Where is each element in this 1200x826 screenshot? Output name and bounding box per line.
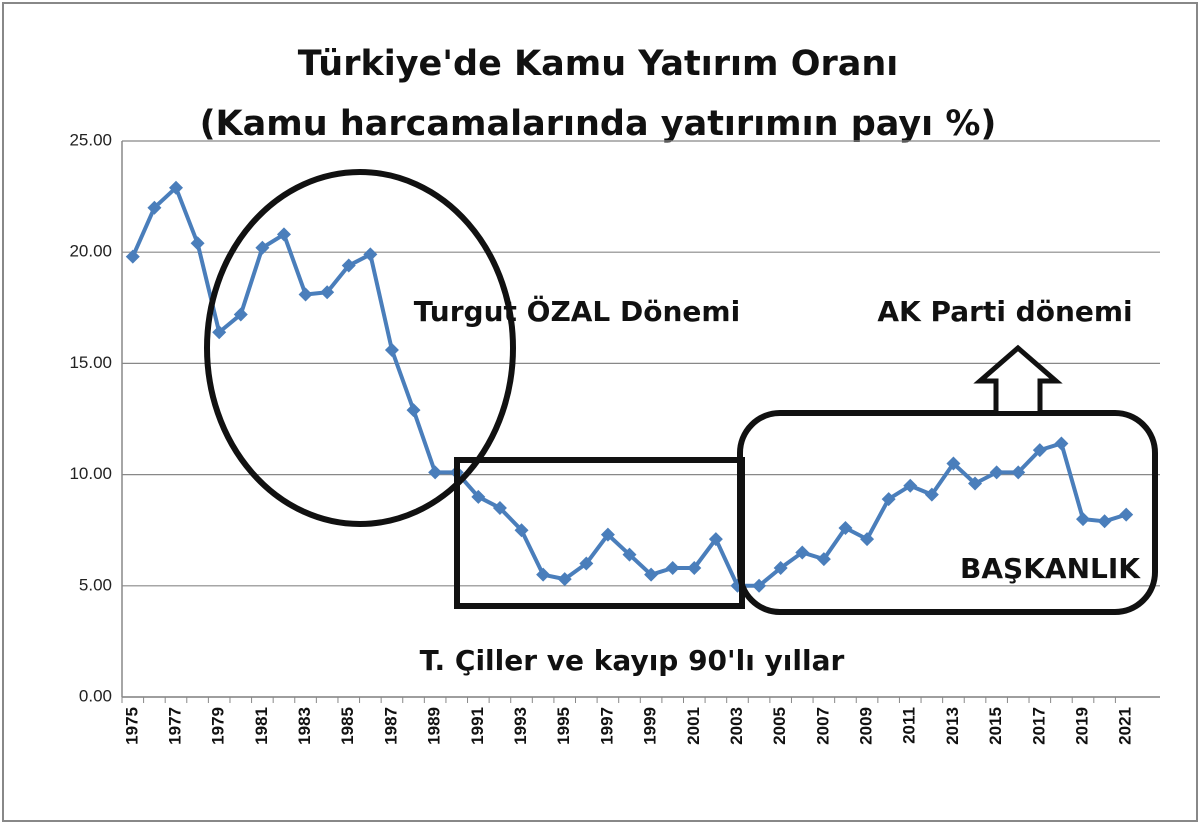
marker (557, 572, 572, 587)
x-tick-label: 2013 (943, 707, 962, 745)
plot (125, 180, 1134, 593)
marker (773, 561, 788, 576)
marker (233, 307, 248, 322)
x-tick-label: 2009 (857, 707, 876, 745)
marker (406, 403, 421, 418)
marker (341, 258, 356, 273)
ozal-ellipse (204, 169, 516, 527)
marker (752, 578, 767, 593)
y-tick-label: 5.00 (79, 575, 112, 594)
marker (924, 487, 939, 502)
marker (276, 227, 291, 242)
x-tick-label: 1983 (295, 707, 314, 745)
x-tick-label: 2021 (1116, 707, 1135, 745)
marker (708, 532, 723, 547)
x-tick-label: 1991 (468, 707, 487, 745)
chart-title: Türkiye'de Kamu Yatırım Oranı (298, 44, 899, 84)
x-tick-label: 1999 (641, 707, 660, 745)
marker (514, 523, 529, 538)
marker (968, 476, 983, 491)
y-tick-label: 20.00 (69, 242, 112, 261)
x-tick-label: 1989 (425, 707, 444, 745)
marker (384, 343, 399, 358)
marker (687, 561, 702, 576)
marker (428, 465, 443, 480)
marker (579, 556, 594, 571)
x-tick-label: 2019 (1072, 707, 1091, 745)
x-tick-label: 2015 (986, 707, 1005, 745)
marker (471, 489, 486, 504)
x-tick-label: 2005 (770, 707, 789, 745)
y-tick-label: 15.00 (69, 353, 112, 372)
annotation: BAŞKANLIK (960, 552, 1141, 585)
marker (168, 180, 183, 195)
marker (600, 527, 615, 542)
x-tick-label: 2017 (1029, 707, 1048, 745)
x-tick-label: 1997 (597, 707, 616, 745)
ak-box (737, 410, 1158, 615)
marker (795, 545, 810, 560)
marker (1097, 514, 1112, 529)
x-tick-label: 2003 (727, 707, 746, 745)
y-tick-label: 25.00 (69, 130, 112, 149)
marker (644, 567, 659, 582)
marker (255, 240, 270, 255)
x-tick-label: 2001 (684, 707, 703, 745)
x-tick-label: 2007 (813, 707, 832, 745)
annotation: T. Çiller ve kayıp 90'lı yıllar (420, 644, 845, 677)
x-tick-label: 2011 (900, 707, 919, 744)
grid: 0.00 5.00 10.00 15.00 20.00 25.00 1975 1977 1979… (69, 130, 1160, 745)
marker (816, 552, 831, 567)
up-arrow (973, 344, 1063, 411)
x-tick-label: 1987 (381, 707, 400, 745)
x-tick-label: 1979 (209, 707, 228, 745)
chart-subtitle: (Kamu harcamalarında yatırımın payı %) (200, 104, 997, 144)
marker (1076, 512, 1091, 527)
y-tick-label: 0.00 (79, 686, 112, 705)
x-tick-label: 1995 (554, 707, 573, 745)
marker (838, 520, 853, 535)
marker (881, 492, 896, 507)
marker (363, 247, 378, 262)
marker (1119, 507, 1134, 522)
annotation: Turgut ÖZAL Dönemi (414, 294, 740, 328)
x-tick-label: 1985 (338, 707, 357, 745)
marker (860, 532, 875, 547)
x-tick-label: 1981 (252, 707, 271, 745)
marker (212, 325, 227, 340)
marker (320, 285, 335, 300)
marker (536, 567, 551, 582)
marker (989, 465, 1004, 480)
x-tick-label: 1993 (511, 707, 530, 745)
marker (665, 561, 680, 576)
x-tick-label: 1975 (122, 707, 141, 745)
marker (1054, 436, 1069, 451)
marker (298, 287, 313, 302)
marker (125, 249, 140, 264)
marker (946, 456, 961, 471)
marker (190, 236, 205, 251)
y-tick-label: 10.00 (69, 464, 112, 483)
marker (1032, 443, 1047, 458)
annotation: AK Parti dönemi (877, 295, 1132, 328)
marker (903, 478, 918, 493)
x-tick-label: 1977 (165, 707, 184, 745)
marker (492, 500, 507, 515)
marker (147, 200, 162, 215)
marker (622, 547, 637, 562)
marker (1011, 465, 1026, 480)
